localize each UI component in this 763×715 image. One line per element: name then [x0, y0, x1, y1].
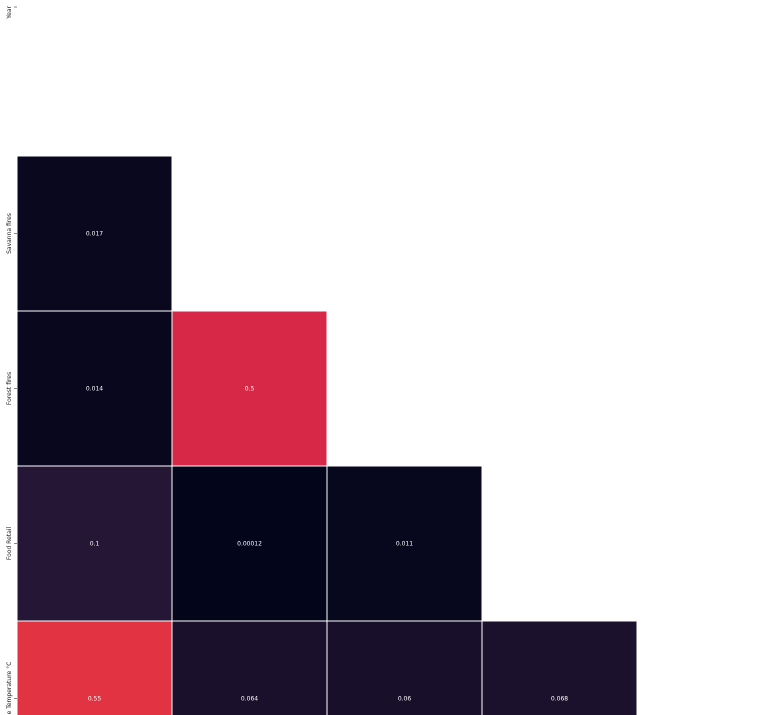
y-tick-label: Savanna fires: [6, 213, 13, 254]
cell-value-label: 0.064: [241, 696, 258, 703]
cell-value-label: 0.06: [398, 696, 412, 703]
cell-value-label: 0.014: [86, 386, 103, 393]
y-tick-label: Food Retail: [6, 527, 13, 561]
cell-value-label: 0.5: [245, 386, 255, 393]
cell-value-label: 0.1: [90, 541, 100, 548]
y-tick-label: Forest fires: [6, 372, 13, 405]
y-axis-ticks: Year Savanna fires Forest fires Food Retail…: [6, 5, 17, 715]
heatmap-cells: [17, 156, 637, 715]
cell-value-label: 0.068: [551, 696, 568, 703]
cell-value-label: 0.55: [88, 696, 102, 703]
cell-value-label: 0.011: [396, 541, 413, 548]
cell-value-label: 0.00012: [237, 541, 262, 548]
y-tick-label: Average Temperature °C: [6, 662, 13, 715]
y-tick-label: Year: [6, 5, 13, 19]
cell-value-label: 0.017: [86, 231, 103, 238]
